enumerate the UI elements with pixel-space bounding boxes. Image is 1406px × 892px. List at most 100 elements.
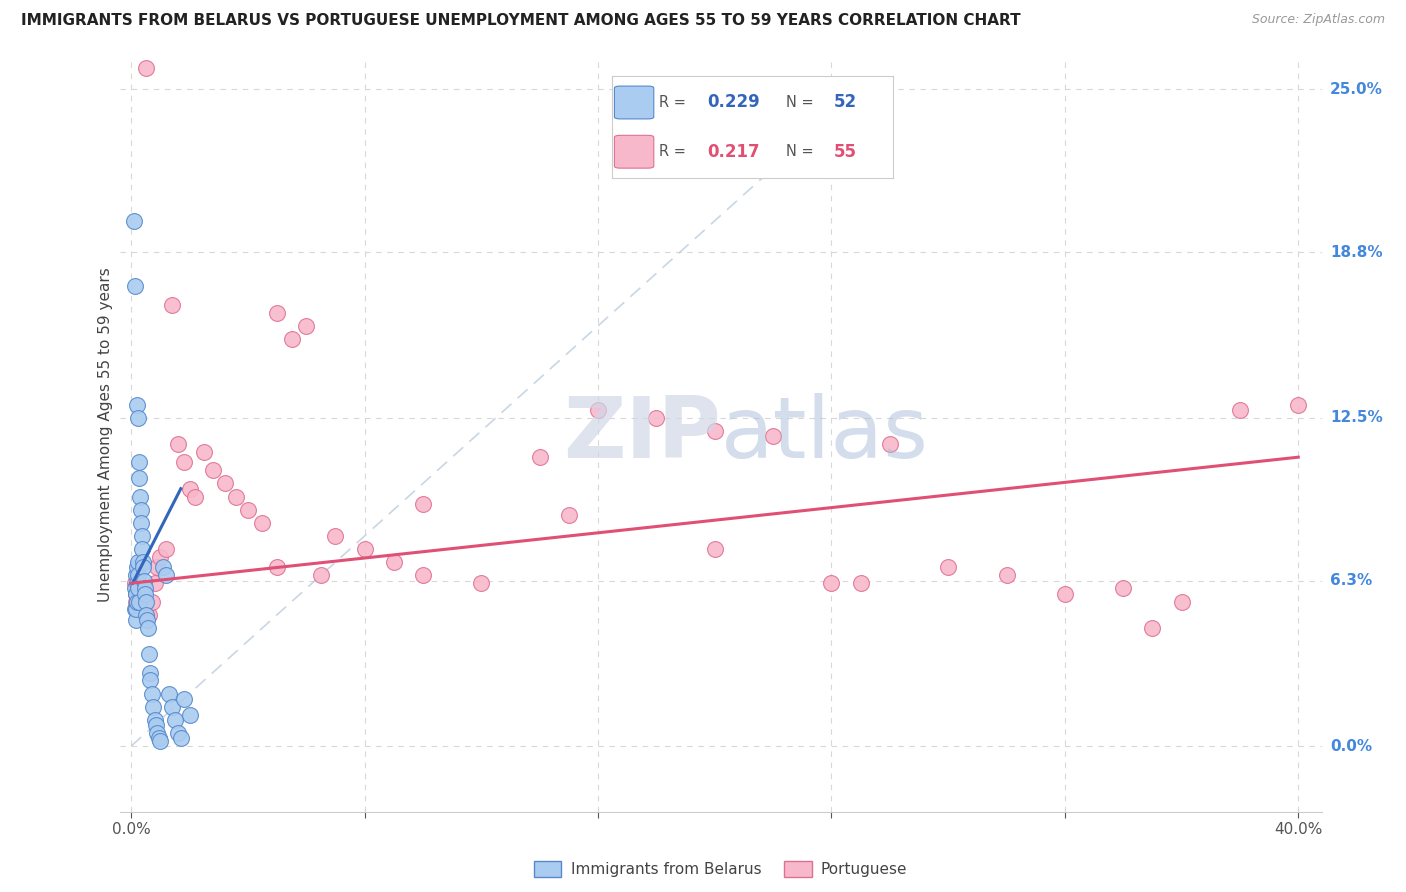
Point — [125, 568, 148, 582]
Point — [135, 607, 157, 622]
Point — [139, 673, 162, 688]
Point — [412, 568, 434, 582]
Point — [131, 542, 153, 557]
Point — [152, 560, 174, 574]
Point — [124, 587, 146, 601]
Point — [125, 602, 148, 616]
Point — [167, 726, 190, 740]
Point — [128, 594, 150, 608]
Point — [173, 455, 195, 469]
Point — [1286, 398, 1309, 412]
Point — [125, 594, 148, 608]
Point — [125, 576, 148, 591]
Point — [127, 555, 149, 569]
Point — [1170, 594, 1192, 608]
Text: 12.5%: 12.5% — [1330, 410, 1382, 425]
Point — [129, 587, 152, 601]
Point — [155, 568, 177, 582]
FancyBboxPatch shape — [614, 136, 654, 168]
Point — [160, 699, 183, 714]
Point — [353, 542, 375, 557]
Point — [141, 594, 163, 608]
Point — [129, 490, 152, 504]
Point — [1053, 587, 1076, 601]
Point — [184, 490, 207, 504]
Point — [127, 398, 149, 412]
Point — [131, 594, 153, 608]
Point — [146, 560, 169, 574]
Text: R =: R = — [659, 145, 686, 160]
Text: IMMIGRANTS FROM BELARUS VS PORTUGUESE UNEMPLOYMENT AMONG AGES 55 TO 59 YEARS COR: IMMIGRANTS FROM BELARUS VS PORTUGUESE UN… — [21, 13, 1021, 29]
Point — [762, 429, 785, 443]
Point — [820, 576, 842, 591]
Point — [703, 542, 725, 557]
Point — [266, 306, 288, 320]
Point — [145, 718, 167, 732]
Point — [138, 665, 160, 680]
Point — [129, 516, 152, 530]
Point — [149, 549, 172, 564]
Point — [141, 687, 163, 701]
Point — [193, 445, 215, 459]
Text: ZIP: ZIP — [562, 393, 720, 476]
Point — [135, 62, 157, 76]
Text: 0.229: 0.229 — [707, 94, 761, 112]
Text: 52: 52 — [834, 94, 856, 112]
Point — [529, 450, 551, 465]
Text: N =: N = — [786, 95, 814, 110]
Point — [236, 502, 259, 516]
Point — [645, 410, 668, 425]
Point — [586, 403, 609, 417]
Point — [201, 463, 224, 477]
Point — [127, 410, 149, 425]
Point — [167, 437, 190, 451]
Point — [179, 482, 201, 496]
Point — [309, 568, 332, 582]
Point — [143, 713, 166, 727]
Point — [128, 471, 150, 485]
Point — [412, 498, 434, 512]
Point — [134, 582, 156, 596]
Point — [124, 582, 146, 596]
Point — [138, 647, 160, 661]
Text: atlas: atlas — [720, 393, 928, 476]
Point — [266, 560, 288, 574]
Point — [125, 560, 148, 574]
Point — [157, 687, 180, 701]
Point — [132, 560, 155, 574]
Point — [129, 502, 152, 516]
Point — [849, 576, 872, 591]
Point — [1112, 582, 1135, 596]
Point — [132, 555, 155, 569]
Point — [127, 582, 149, 596]
Point — [124, 279, 146, 293]
Point — [295, 318, 318, 333]
Point — [146, 726, 169, 740]
Point — [558, 508, 581, 522]
Point — [879, 437, 901, 451]
Point — [936, 560, 959, 574]
Point — [149, 734, 172, 748]
Point — [1142, 621, 1164, 635]
Point — [127, 602, 149, 616]
Text: Source: ZipAtlas.com: Source: ZipAtlas.com — [1251, 13, 1385, 27]
Point — [325, 529, 347, 543]
FancyBboxPatch shape — [614, 87, 654, 119]
Point — [127, 568, 149, 582]
Text: 18.8%: 18.8% — [1330, 244, 1382, 260]
Point — [470, 576, 492, 591]
Point — [125, 587, 148, 601]
Point — [280, 332, 302, 346]
Point — [163, 713, 186, 727]
Point — [1229, 403, 1251, 417]
Point — [170, 731, 193, 746]
Legend: Immigrants from Belarus, Portuguese: Immigrants from Belarus, Portuguese — [527, 855, 914, 883]
Text: 0.0%: 0.0% — [1330, 739, 1372, 754]
Point — [132, 574, 155, 588]
Point — [148, 731, 170, 746]
Point — [382, 555, 405, 569]
Point — [173, 691, 195, 706]
Point — [995, 568, 1018, 582]
Point — [703, 424, 725, 438]
Point — [155, 542, 177, 557]
